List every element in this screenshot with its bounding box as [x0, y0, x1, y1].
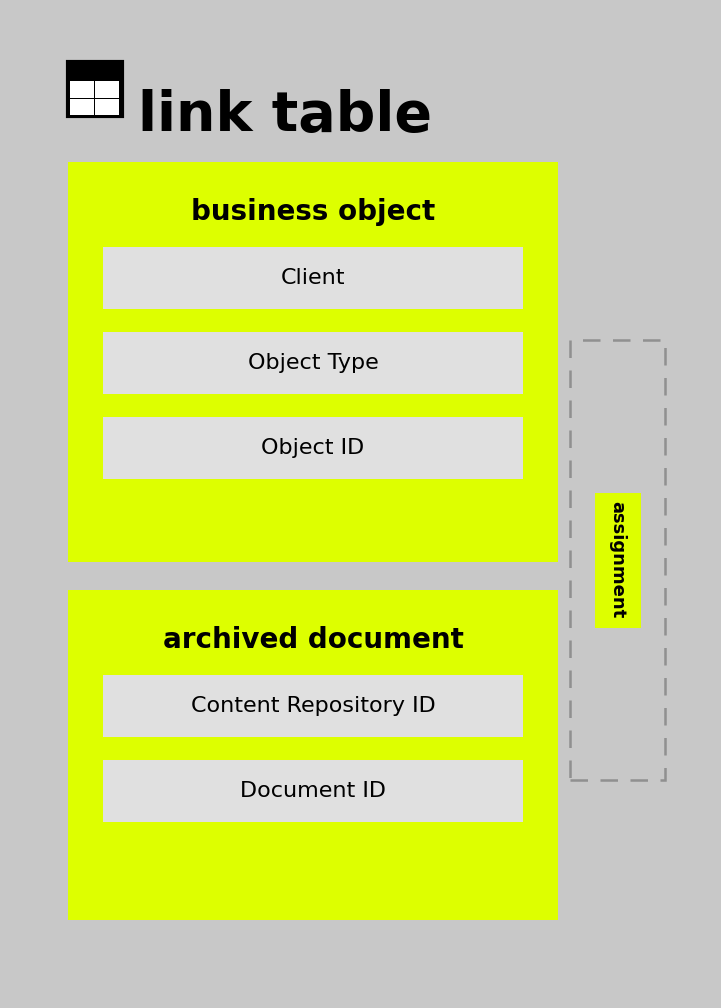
- Bar: [95, 82, 119, 98]
- Bar: [103, 247, 523, 309]
- Text: archived document: archived document: [162, 626, 464, 654]
- Bar: [70, 66, 120, 82]
- Text: business object: business object: [191, 198, 435, 226]
- Text: Object Type: Object Type: [247, 353, 379, 373]
- Bar: [68, 62, 122, 116]
- Text: Object ID: Object ID: [262, 438, 365, 458]
- Bar: [103, 332, 523, 394]
- Text: Client: Client: [280, 268, 345, 288]
- Bar: [68, 590, 558, 920]
- Bar: [570, 340, 665, 780]
- Bar: [95, 99, 119, 115]
- Bar: [103, 760, 523, 822]
- Bar: [103, 675, 523, 737]
- Bar: [103, 417, 523, 479]
- Text: link table: link table: [138, 89, 432, 143]
- Bar: [70, 82, 94, 98]
- Text: assignment: assignment: [609, 501, 627, 619]
- Bar: [70, 99, 94, 115]
- Bar: [68, 162, 558, 562]
- Bar: [595, 493, 640, 628]
- Text: Document ID: Document ID: [240, 781, 386, 801]
- Text: Content Repository ID: Content Repository ID: [190, 696, 435, 716]
